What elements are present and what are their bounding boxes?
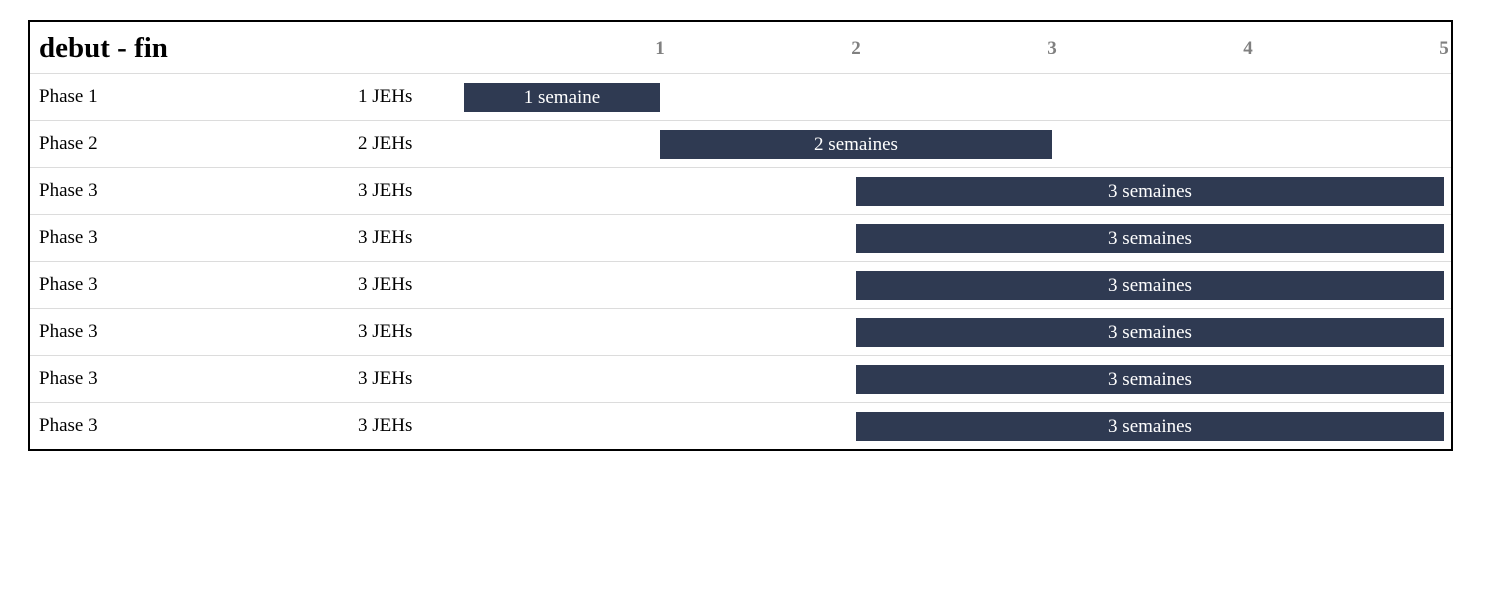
gantt-row: Phase 3 3 JEHs 3 semaines xyxy=(30,309,1451,356)
phase-bar: 3 semaines xyxy=(856,318,1444,347)
chart-title: debut - fin xyxy=(39,32,168,64)
phase-bar: 3 semaines xyxy=(856,224,1444,253)
x-tick-label: 2 xyxy=(851,38,861,59)
phase-name: Phase 3 xyxy=(39,274,98,295)
phase-name: Phase 2 xyxy=(39,133,98,154)
phase-bar: 3 semaines xyxy=(856,271,1444,300)
gantt-row: Phase 3 3 JEHs 3 semaines xyxy=(30,168,1451,215)
phase-bar: 1 semaine xyxy=(464,83,660,112)
phase-name: Phase 3 xyxy=(39,368,98,389)
phase-bar: 3 semaines xyxy=(856,365,1444,394)
phase-jeh: 3 JEHs xyxy=(358,415,413,436)
phase-name: Phase 3 xyxy=(39,227,98,248)
phase-jeh: 3 JEHs xyxy=(358,274,413,295)
gantt-row: Phase 2 2 JEHs 2 semaines xyxy=(30,121,1451,168)
gantt-row: Phase 3 3 JEHs 3 semaines xyxy=(30,215,1451,262)
phase-jeh: 3 JEHs xyxy=(358,368,413,389)
phase-name: Phase 3 xyxy=(39,180,98,201)
gantt-chart: debut - fin 1 2 3 4 5 Phase 1 1 JEHs 1 semaine… xyxy=(28,20,1453,451)
phase-jeh: 3 JEHs xyxy=(358,227,413,248)
phase-bar: 3 semaines xyxy=(856,177,1444,206)
gantt-row: Phase 3 3 JEHs 3 semaines xyxy=(30,356,1451,403)
phase-name: Phase 3 xyxy=(39,321,98,342)
x-tick-label: 1 xyxy=(655,38,665,59)
x-tick-label: 3 xyxy=(1047,38,1057,59)
phase-bar: 3 semaines xyxy=(856,412,1444,441)
gantt-header: debut - fin 1 2 3 4 5 xyxy=(30,22,1451,74)
gantt-row: Phase 3 3 JEHs 3 semaines xyxy=(30,403,1451,450)
phase-jeh: 1 JEHs xyxy=(358,86,413,107)
phase-name: Phase 1 xyxy=(39,86,98,107)
gantt-row: Phase 3 3 JEHs 3 semaines xyxy=(30,262,1451,309)
phase-jeh: 3 JEHs xyxy=(358,180,413,201)
phase-bar: 2 semaines xyxy=(660,130,1052,159)
phase-jeh: 2 JEHs xyxy=(358,133,413,154)
phase-name: Phase 3 xyxy=(39,415,98,436)
phase-jeh: 3 JEHs xyxy=(358,321,413,342)
x-tick-label: 4 xyxy=(1243,38,1253,59)
x-tick-label: 5 xyxy=(1439,38,1449,59)
gantt-row: Phase 1 1 JEHs 1 semaine xyxy=(30,74,1451,121)
